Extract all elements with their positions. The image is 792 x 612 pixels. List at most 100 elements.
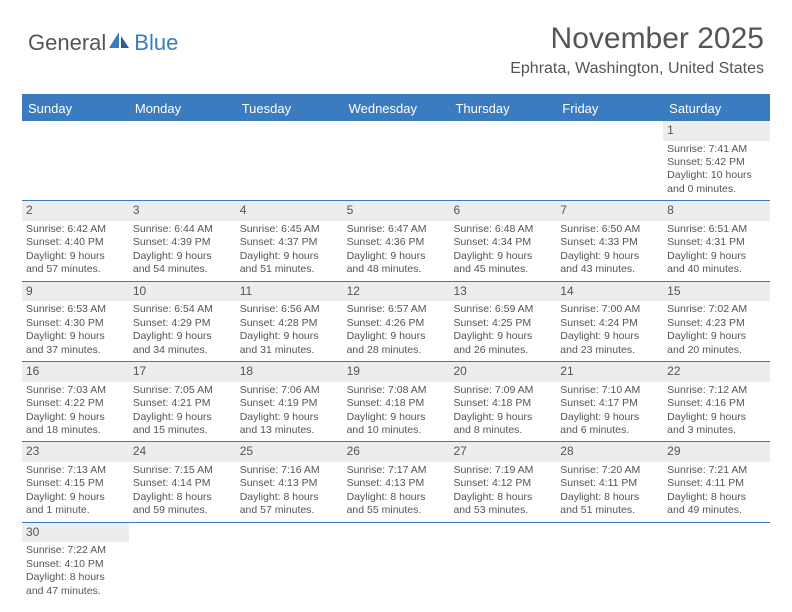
- day-details: [556, 542, 663, 548]
- daylight-text: Daylight: 10 hours and 0 minutes.: [667, 169, 766, 196]
- day-header: Thursday: [449, 96, 556, 121]
- calendar-cell: 30Sunrise: 7:22 AMSunset: 4:10 PMDayligh…: [22, 523, 129, 602]
- day-number: 5: [343, 201, 450, 221]
- day-number: 24: [129, 442, 236, 462]
- calendar-cell: [449, 523, 556, 602]
- sunset-text: Sunset: 4:12 PM: [453, 477, 552, 490]
- calendar-cell: 21Sunrise: 7:10 AMSunset: 4:17 PMDayligh…: [556, 362, 663, 441]
- sunset-text: Sunset: 4:40 PM: [26, 236, 125, 249]
- day-details: Sunrise: 7:41 AMSunset: 5:42 PMDaylight:…: [663, 141, 770, 201]
- calendar-week: 2Sunrise: 6:42 AMSunset: 4:40 PMDaylight…: [22, 201, 770, 281]
- calendar-cell: 8Sunrise: 6:51 AMSunset: 4:31 PMDaylight…: [663, 201, 770, 280]
- day-details: Sunrise: 7:03 AMSunset: 4:22 PMDaylight:…: [22, 382, 129, 442]
- day-number: 1: [663, 121, 770, 141]
- day-number: 12: [343, 282, 450, 302]
- day-details: Sunrise: 6:59 AMSunset: 4:25 PMDaylight:…: [449, 301, 556, 361]
- daylight-text: Daylight: 9 hours and 18 minutes.: [26, 411, 125, 438]
- sunset-text: Sunset: 4:34 PM: [453, 236, 552, 249]
- day-number: 25: [236, 442, 343, 462]
- day-details: [449, 542, 556, 548]
- day-details: [22, 141, 129, 147]
- daylight-text: Daylight: 9 hours and 20 minutes.: [667, 330, 766, 357]
- sunset-text: Sunset: 4:18 PM: [453, 397, 552, 410]
- day-details: Sunrise: 6:53 AMSunset: 4:30 PMDaylight:…: [22, 301, 129, 361]
- day-header: Saturday: [663, 96, 770, 121]
- sunset-text: Sunset: 4:15 PM: [26, 477, 125, 490]
- sunrise-text: Sunrise: 7:02 AM: [667, 303, 766, 316]
- calendar-cell: 26Sunrise: 7:17 AMSunset: 4:13 PMDayligh…: [343, 442, 450, 521]
- day-header: Wednesday: [343, 96, 450, 121]
- calendar-cell: [129, 523, 236, 602]
- sunrise-text: Sunrise: 7:06 AM: [240, 384, 339, 397]
- daylight-text: Daylight: 8 hours and 57 minutes.: [240, 491, 339, 518]
- daylight-text: Daylight: 9 hours and 34 minutes.: [133, 330, 232, 357]
- day-number: 30: [22, 523, 129, 543]
- daylight-text: Daylight: 9 hours and 10 minutes.: [347, 411, 446, 438]
- day-details: Sunrise: 6:51 AMSunset: 4:31 PMDaylight:…: [663, 221, 770, 281]
- sunset-text: Sunset: 4:31 PM: [667, 236, 766, 249]
- day-number: 29: [663, 442, 770, 462]
- calendar-cell: [343, 121, 450, 200]
- sunset-text: Sunset: 4:36 PM: [347, 236, 446, 249]
- sunrise-text: Sunrise: 7:13 AM: [26, 464, 125, 477]
- sunrise-text: Sunrise: 6:53 AM: [26, 303, 125, 316]
- daylight-text: Daylight: 9 hours and 40 minutes.: [667, 250, 766, 277]
- day-number: 9: [22, 282, 129, 302]
- logo-text-blue: Blue: [134, 30, 178, 56]
- day-details: Sunrise: 6:56 AMSunset: 4:28 PMDaylight:…: [236, 301, 343, 361]
- sunrise-text: Sunrise: 6:50 AM: [560, 223, 659, 236]
- day-details: [129, 542, 236, 548]
- sunset-text: Sunset: 4:11 PM: [667, 477, 766, 490]
- daylight-text: Daylight: 9 hours and 57 minutes.: [26, 250, 125, 277]
- day-number: 13: [449, 282, 556, 302]
- sunset-text: Sunset: 4:28 PM: [240, 317, 339, 330]
- daylight-text: Daylight: 8 hours and 53 minutes.: [453, 491, 552, 518]
- calendar-cell: 25Sunrise: 7:16 AMSunset: 4:13 PMDayligh…: [236, 442, 343, 521]
- sunset-text: Sunset: 4:10 PM: [26, 558, 125, 571]
- day-details: Sunrise: 6:48 AMSunset: 4:34 PMDaylight:…: [449, 221, 556, 281]
- calendar-cell: 17Sunrise: 7:05 AMSunset: 4:21 PMDayligh…: [129, 362, 236, 441]
- sunrise-text: Sunrise: 7:15 AM: [133, 464, 232, 477]
- daylight-text: Daylight: 9 hours and 48 minutes.: [347, 250, 446, 277]
- day-number: 8: [663, 201, 770, 221]
- day-header: Friday: [556, 96, 663, 121]
- day-number: 28: [556, 442, 663, 462]
- day-number: 22: [663, 362, 770, 382]
- calendar-cell: 4Sunrise: 6:45 AMSunset: 4:37 PMDaylight…: [236, 201, 343, 280]
- day-details: Sunrise: 7:02 AMSunset: 4:23 PMDaylight:…: [663, 301, 770, 361]
- calendar-cell: 5Sunrise: 6:47 AMSunset: 4:36 PMDaylight…: [343, 201, 450, 280]
- day-details: Sunrise: 7:20 AMSunset: 4:11 PMDaylight:…: [556, 462, 663, 522]
- header: General Blue November 2025 Ephrata, Wash…: [0, 0, 792, 86]
- daylight-text: Daylight: 8 hours and 47 minutes.: [26, 571, 125, 598]
- sunrise-text: Sunrise: 7:10 AM: [560, 384, 659, 397]
- daylight-text: Daylight: 9 hours and 1 minute.: [26, 491, 125, 518]
- day-details: Sunrise: 7:13 AMSunset: 4:15 PMDaylight:…: [22, 462, 129, 522]
- day-details: Sunrise: 7:08 AMSunset: 4:18 PMDaylight:…: [343, 382, 450, 442]
- day-number: 14: [556, 282, 663, 302]
- calendar-cell: 29Sunrise: 7:21 AMSunset: 4:11 PMDayligh…: [663, 442, 770, 521]
- sunset-text: Sunset: 5:42 PM: [667, 156, 766, 169]
- calendar-cell: 13Sunrise: 6:59 AMSunset: 4:25 PMDayligh…: [449, 282, 556, 361]
- day-number: 18: [236, 362, 343, 382]
- sunset-text: Sunset: 4:24 PM: [560, 317, 659, 330]
- day-details: Sunrise: 6:54 AMSunset: 4:29 PMDaylight:…: [129, 301, 236, 361]
- title-block: November 2025 Ephrata, Washington, Unite…: [510, 22, 764, 78]
- day-details: [343, 542, 450, 548]
- day-details: Sunrise: 7:00 AMSunset: 4:24 PMDaylight:…: [556, 301, 663, 361]
- sunset-text: Sunset: 4:29 PM: [133, 317, 232, 330]
- daylight-text: Daylight: 9 hours and 51 minutes.: [240, 250, 339, 277]
- sunrise-text: Sunrise: 7:20 AM: [560, 464, 659, 477]
- sunset-text: Sunset: 4:22 PM: [26, 397, 125, 410]
- calendar-cell: 3Sunrise: 6:44 AMSunset: 4:39 PMDaylight…: [129, 201, 236, 280]
- day-details: Sunrise: 6:44 AMSunset: 4:39 PMDaylight:…: [129, 221, 236, 281]
- calendar-cell: 12Sunrise: 6:57 AMSunset: 4:26 PMDayligh…: [343, 282, 450, 361]
- calendar-week: 23Sunrise: 7:13 AMSunset: 4:15 PMDayligh…: [22, 442, 770, 522]
- sunrise-text: Sunrise: 6:59 AM: [453, 303, 552, 316]
- calendar-week: 9Sunrise: 6:53 AMSunset: 4:30 PMDaylight…: [22, 282, 770, 362]
- sunrise-text: Sunrise: 6:42 AM: [26, 223, 125, 236]
- day-details: Sunrise: 7:06 AMSunset: 4:19 PMDaylight:…: [236, 382, 343, 442]
- day-details: Sunrise: 6:42 AMSunset: 4:40 PMDaylight:…: [22, 221, 129, 281]
- daylight-text: Daylight: 8 hours and 51 minutes.: [560, 491, 659, 518]
- calendar-cell: [22, 121, 129, 200]
- sunset-text: Sunset: 4:37 PM: [240, 236, 339, 249]
